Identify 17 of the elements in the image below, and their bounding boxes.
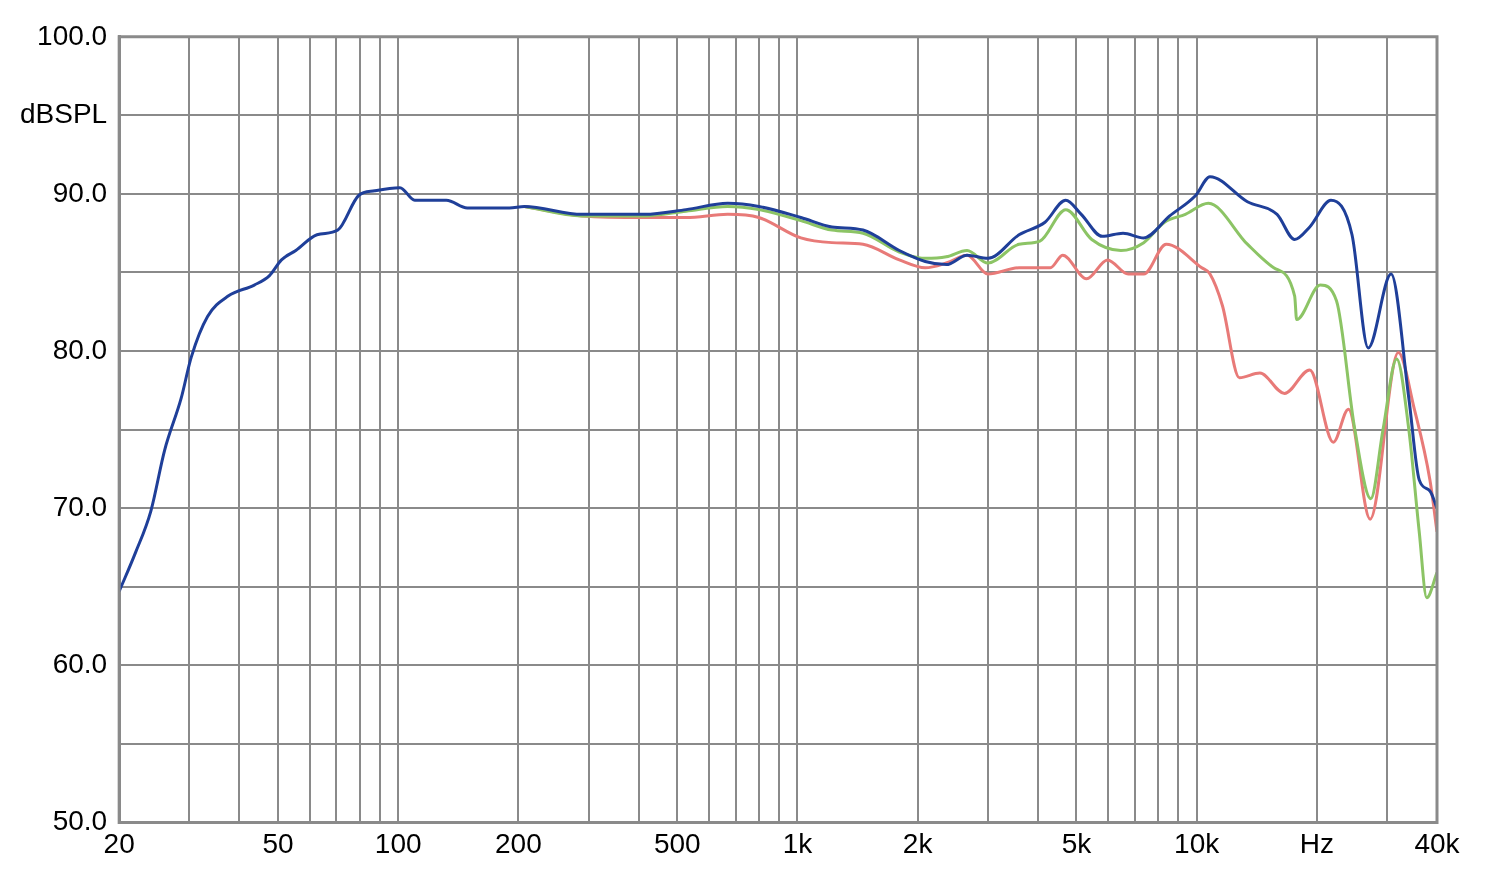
y-tick-label: dBSPL — [20, 98, 108, 130]
y-tick-label: 90.0 — [52, 176, 108, 208]
x-tick-label: 50 — [262, 827, 294, 859]
x-tick-label: 1k — [782, 827, 814, 859]
x-tick-label: 500 — [653, 827, 701, 859]
x-tick-label: 2k — [902, 827, 934, 859]
x-tick-label: 100 — [374, 827, 422, 859]
x-tick-label: Hz — [1299, 827, 1334, 859]
x-tick-label: 5k — [1061, 827, 1093, 859]
y-tick-label: 80.0 — [52, 333, 108, 365]
x-tick-label: 10k — [1174, 827, 1221, 859]
y-tick-label: 70.0 — [52, 490, 108, 522]
x-tick-label: 40k — [1414, 827, 1461, 859]
y-tick-label: 60.0 — [52, 648, 108, 679]
x-tick-label: 20 — [103, 827, 135, 859]
x-tick-label: 200 — [495, 827, 542, 859]
y-tick-label: 100.0 — [37, 19, 108, 51]
